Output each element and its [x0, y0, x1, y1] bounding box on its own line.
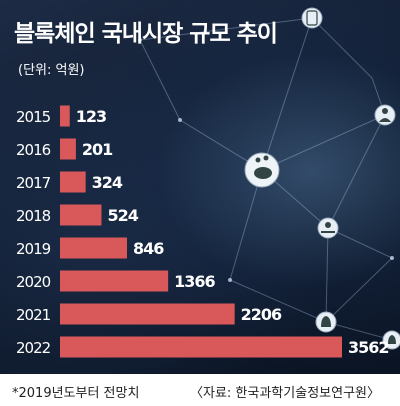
- unit-label: (단위: 억원): [18, 63, 85, 78]
- value-label: 201: [82, 140, 113, 159]
- source-credit: 〈자료: 한국과학기술정보연구원〉: [190, 386, 380, 401]
- category-label: 2021: [16, 306, 51, 324]
- bar: [60, 138, 76, 160]
- money-bag-icon: [315, 311, 337, 333]
- bar: [60, 204, 102, 226]
- category-label: 2022: [16, 339, 51, 357]
- category-label: 2020: [16, 273, 51, 291]
- piggy-bank-icon: [244, 152, 280, 188]
- category-label: 2015: [16, 108, 51, 126]
- footer: *2019년도부터 전망치 〈자료: 한국과학기술정보연구원〉: [0, 374, 400, 406]
- person-icon: [374, 104, 396, 126]
- category-label: 2016: [16, 141, 51, 159]
- chart-title: 블록체인 국내시장 규모 추이: [14, 21, 278, 47]
- value-label: 324: [92, 173, 123, 192]
- category-label: 2019: [16, 240, 51, 258]
- dollar-bag-icon: [382, 330, 400, 350]
- category-label: 2018: [16, 207, 51, 225]
- category-label: 2017: [16, 174, 51, 192]
- value-label: 524: [107, 206, 138, 225]
- bar: [60, 336, 342, 358]
- bar: [60, 237, 127, 259]
- bar-chart: 2015 123 2016 201 2017 324 2018 524 2019 846 2020 1…: [16, 105, 390, 358]
- value-label: 846: [133, 239, 164, 258]
- bar: [60, 270, 169, 292]
- value-label: 123: [76, 107, 106, 126]
- bar: [60, 105, 70, 127]
- hand-coin-icon: [317, 217, 339, 239]
- bitcoin-icon: [301, 7, 323, 29]
- value-label: 2206: [241, 305, 282, 324]
- bar: [60, 303, 235, 325]
- value-label: 1366: [174, 272, 215, 291]
- footnote: *2019년도부터 전망치: [12, 386, 140, 401]
- bar: [60, 171, 86, 193]
- value-label: 3562: [348, 338, 389, 357]
